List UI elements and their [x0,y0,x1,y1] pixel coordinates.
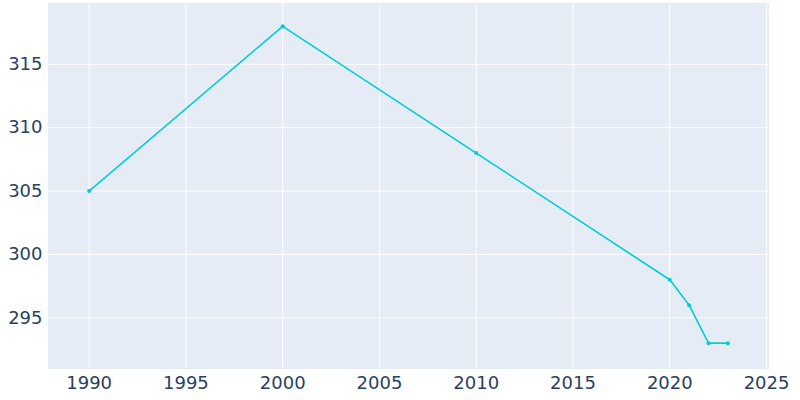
svg-text:1995: 1995 [163,372,209,393]
svg-text:1990: 1990 [66,372,112,393]
svg-text:315: 315 [8,53,42,74]
svg-text:295: 295 [8,307,42,328]
svg-text:300: 300 [8,243,42,264]
svg-text:2005: 2005 [357,372,403,393]
svg-text:310: 310 [8,116,42,137]
svg-text:2020: 2020 [647,372,693,393]
svg-text:2010: 2010 [453,372,499,393]
svg-text:2025: 2025 [744,372,790,393]
svg-text:2000: 2000 [260,372,306,393]
svg-text:2015: 2015 [550,372,596,393]
svg-text:305: 305 [8,180,42,201]
